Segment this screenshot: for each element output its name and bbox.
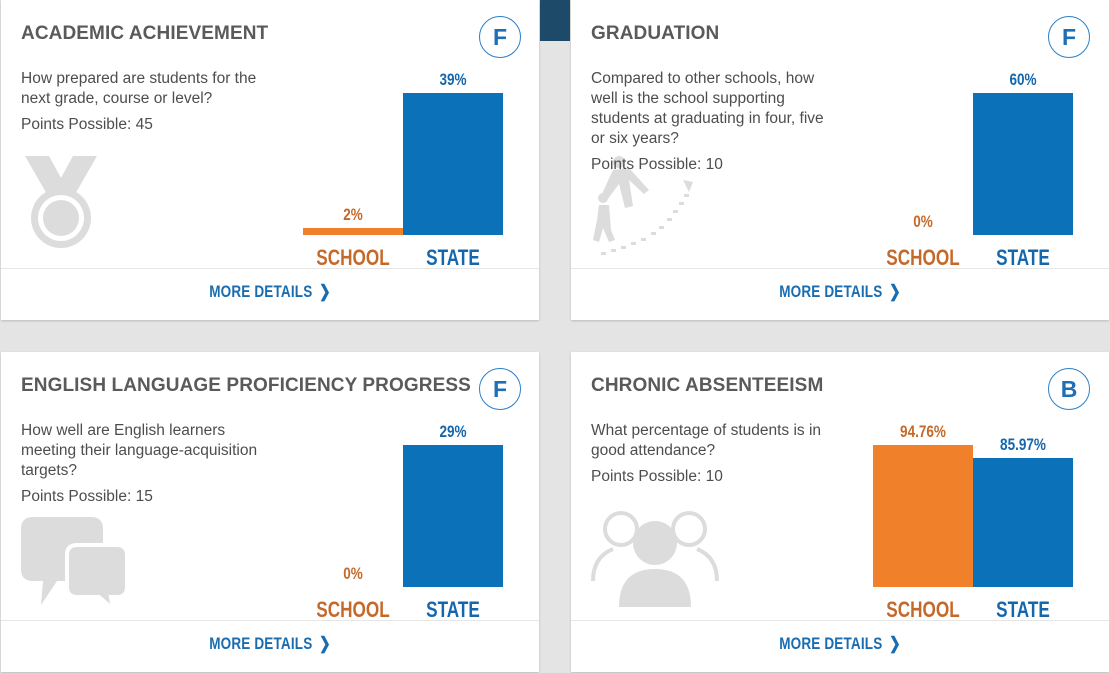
state-bar [973, 93, 1073, 235]
more-details-label: MORE DETAILS [779, 283, 883, 301]
chevron-right-icon: ❯ [888, 634, 901, 653]
school-axis-label: SCHOOL [886, 597, 960, 622]
footer-divider [1, 620, 539, 621]
state-bar [403, 445, 503, 587]
more-details-link[interactable]: MORE DETAILS ❯ [49, 634, 490, 654]
people-group-icon [591, 511, 719, 607]
card-title: ACADEMIC ACHIEVEMENT [21, 23, 269, 44]
school-bar [873, 445, 973, 587]
card-chronic-absenteeism: CHRONIC ABSENTEEISM B What percentage of… [571, 352, 1109, 672]
school-axis-label: SCHOOL [316, 597, 390, 622]
school-value-label: 0% [913, 213, 933, 231]
school-axis-label: SCHOOL [886, 245, 960, 270]
card-title: ENGLISH LANGUAGE PROFICIENCY PROGRESS [21, 375, 471, 396]
card-description: How well are English learners meeting th… [21, 422, 258, 479]
school-value-label: 2% [343, 206, 363, 224]
card-academic-achievement: ACADEMIC ACHIEVEMENT F How prepared are … [1, 0, 539, 320]
state-axis-label: STATE [996, 245, 1050, 270]
state-bar [973, 458, 1073, 587]
more-details-label: MORE DETAILS [779, 635, 883, 653]
footer-divider [571, 620, 1109, 621]
school-bar [303, 228, 403, 235]
state-axis-label: STATE [996, 597, 1050, 622]
state-value-label: 85.97% [1000, 436, 1046, 454]
points-possible: Points Possible: 45 [21, 116, 153, 133]
state-axis-label: STATE [426, 245, 480, 270]
footer-divider [1, 268, 539, 269]
more-details-label: MORE DETAILS [209, 283, 313, 301]
points-possible: Points Possible: 10 [591, 468, 723, 485]
chevron-right-icon: ❯ [318, 634, 331, 653]
points-possible: Points Possible: 15 [21, 488, 153, 505]
school-value-label: 0% [343, 565, 363, 583]
state-bar [403, 93, 503, 235]
medal-icon [25, 156, 97, 248]
more-details-link[interactable]: MORE DETAILS ❯ [619, 282, 1060, 302]
state-axis-label: STATE [426, 597, 480, 622]
speech-bubbles-icon [21, 517, 129, 609]
more-details-link[interactable]: MORE DETAILS ❯ [619, 634, 1060, 654]
card-title: CHRONIC ABSENTEEISM [591, 375, 824, 396]
school-value-label: 94.76% [900, 423, 946, 441]
more-details-link[interactable]: MORE DETAILS ❯ [49, 282, 490, 302]
grade-badge: B [1048, 368, 1090, 410]
state-value-label: 39% [439, 71, 467, 89]
grade-badge: F [479, 16, 521, 58]
header-strip [540, 0, 570, 41]
card-description: Compared to other schools, how well is t… [591, 70, 824, 147]
grade-badge: F [479, 368, 521, 410]
points-possible: Points Possible: 10 [591, 156, 723, 173]
card-description: What percentage of students is in good a… [591, 422, 822, 459]
graduation-climb-icon [593, 156, 693, 255]
grade-badge: F [1048, 16, 1090, 58]
state-value-label: 60% [1009, 71, 1037, 89]
card-description: How prepared are students for the next g… [21, 70, 257, 107]
card-graduation: GRADUATION F Compared to other schools, … [571, 0, 1109, 320]
more-details-label: MORE DETAILS [209, 635, 313, 653]
footer-divider [571, 268, 1109, 269]
chevron-right-icon: ❯ [318, 282, 331, 301]
school-axis-label: SCHOOL [316, 245, 390, 270]
card-english-language-proficiency: ENGLISH LANGUAGE PROFICIENCY PROGRESS F … [1, 352, 539, 672]
card-title: GRADUATION [591, 23, 720, 44]
chevron-right-icon: ❯ [888, 282, 901, 301]
state-value-label: 29% [439, 423, 467, 441]
